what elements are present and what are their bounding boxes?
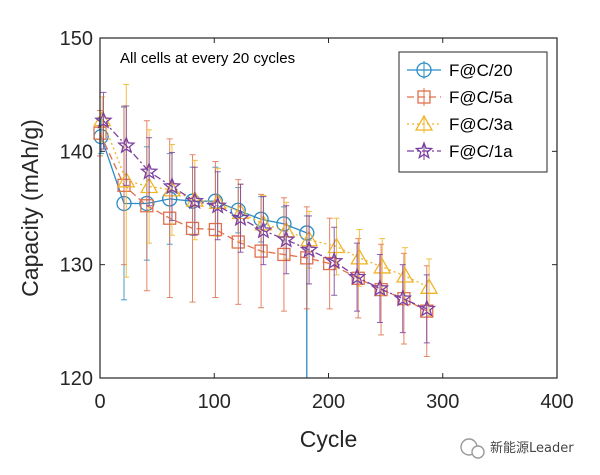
data-point	[393, 288, 413, 307]
legend-label: F@C/5a	[449, 88, 513, 107]
watermark: 新能源Leader	[460, 438, 574, 459]
data-point	[322, 256, 337, 271]
data-point	[231, 235, 245, 249]
data-point	[419, 278, 439, 294]
data-point	[117, 171, 136, 188]
watermark-text: 新能源Leader	[490, 440, 574, 456]
data-point	[163, 211, 177, 225]
error-bar	[189, 154, 196, 303]
data-point	[185, 191, 205, 210]
data-point	[117, 178, 131, 192]
error-bar	[212, 161, 219, 299]
data-point	[185, 221, 200, 236]
y-axis-label: Capacity (mAh/g)	[17, 119, 43, 297]
series-line	[102, 120, 428, 310]
error-bar	[306, 215, 313, 285]
error-bar	[237, 183, 244, 253]
error-bar	[326, 217, 333, 310]
error-bar	[376, 253, 383, 323]
legend-label: F@C/20	[449, 61, 513, 80]
legend-marker	[416, 62, 432, 78]
data-point	[162, 176, 182, 195]
data-point	[395, 266, 415, 283]
error-bar	[283, 205, 290, 275]
data-point	[327, 237, 346, 254]
legend-marker	[414, 141, 434, 159]
legend-item: F@C/1a	[407, 141, 513, 161]
x-tick-label: 100	[198, 391, 231, 413]
data-point	[116, 135, 136, 154]
data-point	[347, 267, 367, 286]
data-point	[140, 199, 154, 213]
x-tick-label: 400	[540, 391, 573, 413]
data-point	[417, 299, 437, 317]
legend-marker	[417, 90, 431, 104]
legend-item: F@C/5a	[407, 88, 513, 107]
x-axis-label: Cycle	[300, 426, 358, 452]
y-tick-label: 150	[60, 28, 93, 50]
data-point	[373, 257, 392, 274]
x-tick-label: 200	[312, 391, 345, 413]
legend-label: F@C/3a	[449, 115, 513, 134]
data-point	[208, 222, 223, 237]
chart-annotation: All cells at every 20 cycles	[120, 50, 295, 67]
data-point	[139, 161, 159, 180]
legend-item: F@C/3a	[407, 114, 513, 134]
legend: F@C/20 F@C/5a F@C/3a F@C/1a	[398, 51, 548, 173]
data-point	[300, 251, 314, 265]
legend-marker	[414, 114, 434, 131]
y-tick-label: 130	[60, 255, 93, 277]
data-point	[94, 110, 113, 129]
wechat-icon	[460, 438, 485, 459]
error-bar	[146, 137, 153, 207]
x-tick-label: 300	[426, 391, 459, 413]
data-point	[277, 247, 291, 262]
data-point	[231, 208, 250, 227]
data-point	[276, 229, 296, 248]
x-tick-label: 0	[94, 391, 105, 413]
series-layer	[93, 83, 439, 378]
legend-item: F@C/20	[407, 61, 513, 80]
data-point	[350, 248, 369, 265]
legend-label: F@C/1a	[449, 142, 513, 161]
data-point	[208, 195, 228, 214]
data-point	[324, 251, 344, 270]
data-point	[370, 278, 390, 297]
data-point	[299, 240, 319, 258]
error-bar	[399, 264, 406, 334]
data-point	[254, 220, 273, 239]
y-tick-label: 120	[60, 368, 93, 390]
y-tick-label: 140	[60, 141, 93, 163]
series-4	[94, 91, 437, 344]
ticks-layer: 0 100 200 300 400 120 130 140 150	[60, 28, 574, 413]
data-point	[254, 244, 268, 258]
